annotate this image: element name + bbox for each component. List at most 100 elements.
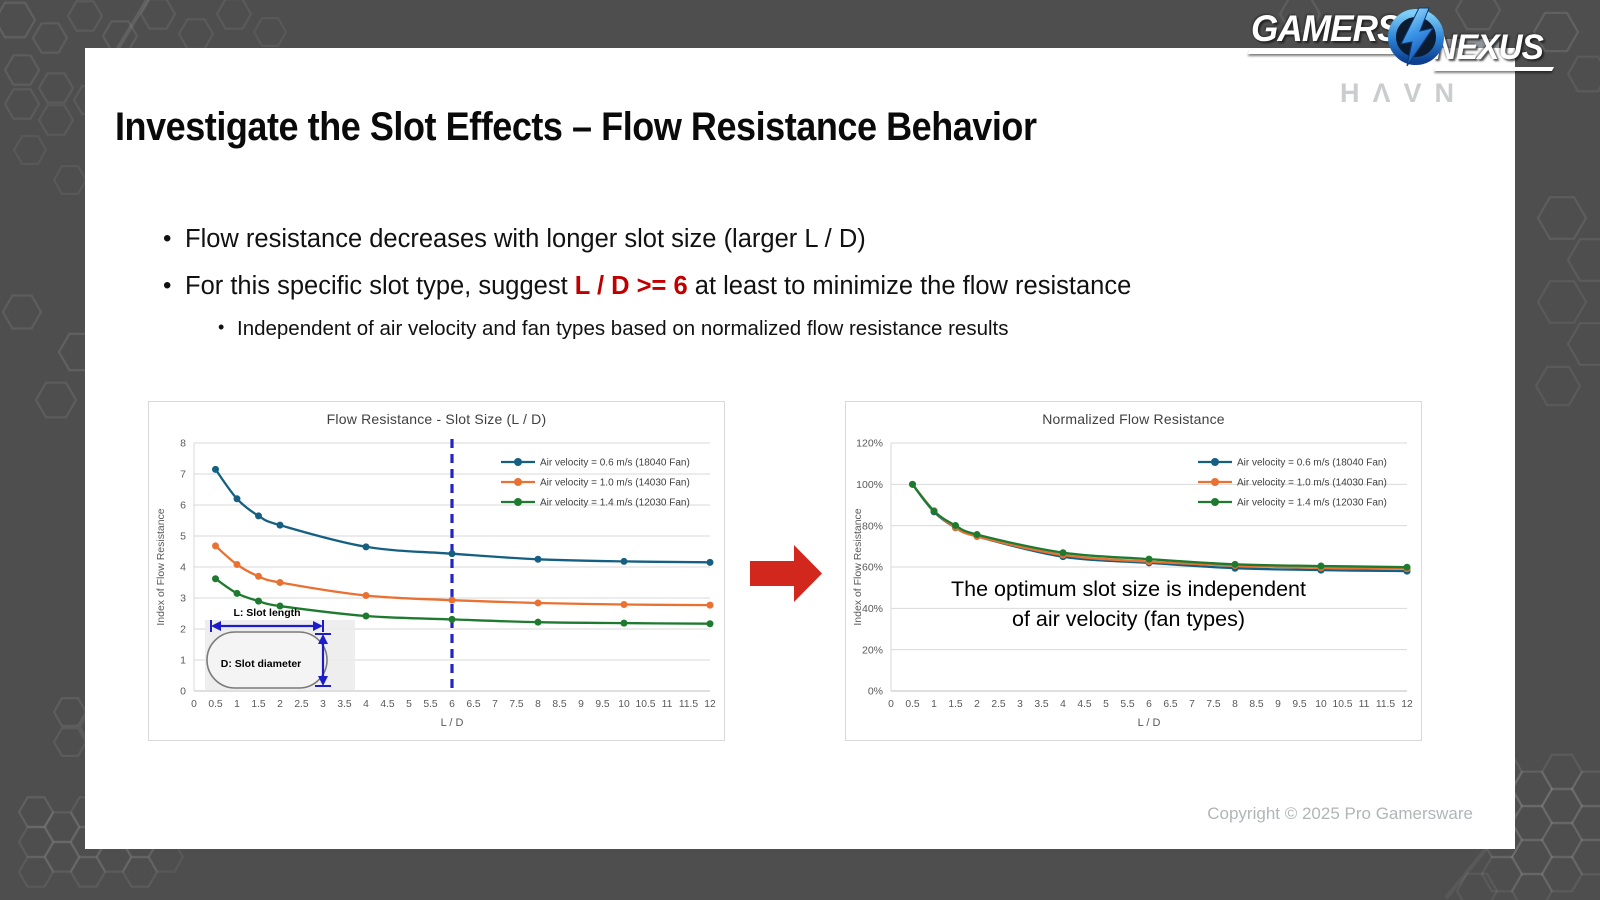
svg-text:20%: 20% — [862, 644, 883, 656]
svg-text:9.5: 9.5 — [595, 699, 610, 710]
annotation-line-1: The optimum slot size is independent — [951, 577, 1306, 601]
svg-text:2.5: 2.5 — [991, 699, 1006, 710]
svg-text:2: 2 — [180, 624, 186, 636]
arrow-shape — [750, 545, 822, 602]
bullet-item-1: • Flow resistance decreases with longer … — [163, 224, 1423, 256]
chart-left-title: Flow Resistance - Slot Size (L / D) — [326, 411, 547, 427]
svg-text:3.5: 3.5 — [337, 699, 352, 710]
svg-text:9.5: 9.5 — [1292, 699, 1307, 710]
bullet-marker: • — [163, 225, 172, 252]
svg-text:5.5: 5.5 — [1120, 699, 1135, 710]
svg-text:12: 12 — [1401, 699, 1413, 710]
svg-text:Air velocity = 0.6 m/s (18040: Air velocity = 0.6 m/s (18040 Fan) — [540, 458, 690, 469]
svg-text:7.5: 7.5 — [509, 699, 524, 710]
copyright-text: Copyright © 2025 Pro Gamersware — [1207, 804, 1473, 823]
chart-right-title: Normalized Flow Resistance — [1042, 411, 1225, 427]
svg-text:10.5: 10.5 — [1332, 699, 1352, 710]
bullet-item-2: • For this specific slot type, suggest L… — [163, 271, 1423, 303]
svg-text:8: 8 — [1232, 699, 1238, 710]
slot-diameter-label: D: Slot diameter — [221, 658, 302, 670]
bullet-2-pre: For this specific slot type, suggest — [185, 271, 575, 300]
svg-text:1: 1 — [180, 655, 186, 667]
svg-text:6: 6 — [180, 500, 186, 512]
svg-text:12: 12 — [704, 699, 716, 710]
bullet-2-post: at least to minimize the flow resistance — [687, 271, 1132, 300]
svg-text:0.5: 0.5 — [208, 699, 223, 710]
svg-text:120%: 120% — [856, 438, 883, 450]
svg-text:4.5: 4.5 — [1077, 699, 1092, 710]
svg-text:7: 7 — [180, 469, 186, 481]
chart-flow-resistance-panel: 0 1 2 3 4 5 6 7 8 0 0.5 1 1.5 2 2.5 3 3.5 4 4.5 5 5.5 6 6.5 7 7.… — [148, 401, 725, 741]
svg-text:60%: 60% — [862, 562, 883, 574]
svg-text:4: 4 — [1060, 699, 1066, 710]
svg-text:3: 3 — [320, 699, 326, 710]
havn-logo: HΛVN — [1340, 78, 1468, 108]
nexus-wordmark: NEXUS — [1433, 28, 1544, 67]
svg-text:9: 9 — [1275, 699, 1281, 710]
svg-text:2: 2 — [277, 699, 283, 710]
svg-text:6: 6 — [449, 699, 455, 710]
svg-text:1.5: 1.5 — [251, 699, 266, 710]
svg-text:9: 9 — [578, 699, 584, 710]
svg-text:0: 0 — [888, 699, 894, 710]
svg-text:Air velocity = 1.4 m/s (12030: Air velocity = 1.4 m/s (12030 Fan) — [540, 498, 690, 509]
bullet-2-text: For this specific slot type, suggest L /… — [185, 271, 1131, 303]
svg-text:1: 1 — [931, 699, 937, 710]
chart-normalized-panel: 0% 20% 40% 60% 80% 100% 120% 0 0.5 1 1.5 2 2.5 3 3.5 4 4… — [845, 401, 1422, 741]
bullet-marker: • — [218, 316, 225, 337]
svg-text:5.5: 5.5 — [423, 699, 438, 710]
svg-text:11: 11 — [662, 699, 673, 710]
bullet-list: • Flow resistance decreases with longer … — [163, 224, 1423, 356]
normalized-flow-chart: 0%20%40%60%80%100%120%0 0.5 1 1.5 2 2.5 3 3.5 4 4… — [852, 438, 1413, 729]
svg-text:5: 5 — [1103, 699, 1109, 710]
svg-text:L / D: L / D — [441, 717, 464, 729]
svg-text:7.5: 7.5 — [1206, 699, 1221, 710]
svg-text:1.5: 1.5 — [948, 699, 963, 710]
svg-text:10.5: 10.5 — [635, 699, 655, 710]
svg-text:0%: 0% — [868, 686, 883, 698]
gamersnexus-logo: GAMERS NEXUS — [1247, 2, 1559, 76]
gamersnexus-emblem-icon — [1388, 7, 1444, 67]
bullet-1-text: Flow resistance decreases with longer sl… — [185, 225, 866, 253]
svg-text:10: 10 — [1315, 699, 1327, 710]
svg-text:7: 7 — [492, 699, 498, 710]
right-arrow-icon — [750, 545, 822, 602]
svg-text:1: 1 — [234, 699, 240, 710]
svg-text:2.5: 2.5 — [294, 699, 309, 710]
svg-text:6: 6 — [1146, 699, 1152, 710]
svg-text:0: 0 — [191, 699, 197, 710]
svg-text:4.5: 4.5 — [380, 699, 395, 710]
svg-text:0: 0 — [180, 686, 186, 698]
annotation-line-2: of air velocity (fan types) — [1011, 607, 1245, 632]
chart-annotation: The optimum slot size is independent of … — [846, 574, 1411, 634]
svg-text:80%: 80% — [862, 520, 883, 532]
svg-text:L / D: L / D — [1138, 717, 1161, 729]
bullet-2-highlight: L / D >= 6 — [574, 271, 688, 300]
svg-text:6.5: 6.5 — [466, 699, 481, 710]
svg-text:3.5: 3.5 — [1034, 699, 1049, 710]
svg-text:3: 3 — [180, 593, 186, 605]
svg-text:11.5: 11.5 — [679, 699, 699, 710]
slide: Investigate the Slot Effects – Flow Resi… — [85, 48, 1515, 849]
svg-text:8: 8 — [535, 699, 541, 710]
svg-text:3: 3 — [1017, 699, 1023, 710]
svg-text:2: 2 — [974, 699, 980, 710]
gamers-wordmark: GAMERS — [1251, 8, 1401, 49]
svg-text:8.5: 8.5 — [552, 699, 567, 710]
dimension-arrows-icon — [210, 620, 331, 687]
svg-text:7: 7 — [1189, 699, 1195, 710]
svg-text:11.5: 11.5 — [1376, 699, 1396, 710]
svg-text:10: 10 — [618, 699, 630, 710]
svg-text:0.5: 0.5 — [905, 699, 920, 710]
bullet-marker: • — [163, 271, 172, 299]
svg-text:8.5: 8.5 — [1249, 699, 1264, 710]
logo-gray-bar — [1403, 39, 1499, 48]
emblem-bolt — [1400, 7, 1435, 67]
svg-text:Index of Flow Resistance: Index of Flow Resistance — [852, 508, 864, 625]
sub-bullet-text: Independent of air velocity and fan type… — [237, 316, 1009, 340]
svg-text:Air velocity = 1.4 m/s (12030: Air velocity = 1.4 m/s (12030 Fan) — [1237, 498, 1387, 509]
svg-text:Air velocity = 1.0 m/s (14030: Air velocity = 1.0 m/s (14030 Fan) — [540, 478, 690, 489]
svg-text:5: 5 — [180, 531, 186, 543]
svg-text:11: 11 — [1359, 699, 1370, 710]
